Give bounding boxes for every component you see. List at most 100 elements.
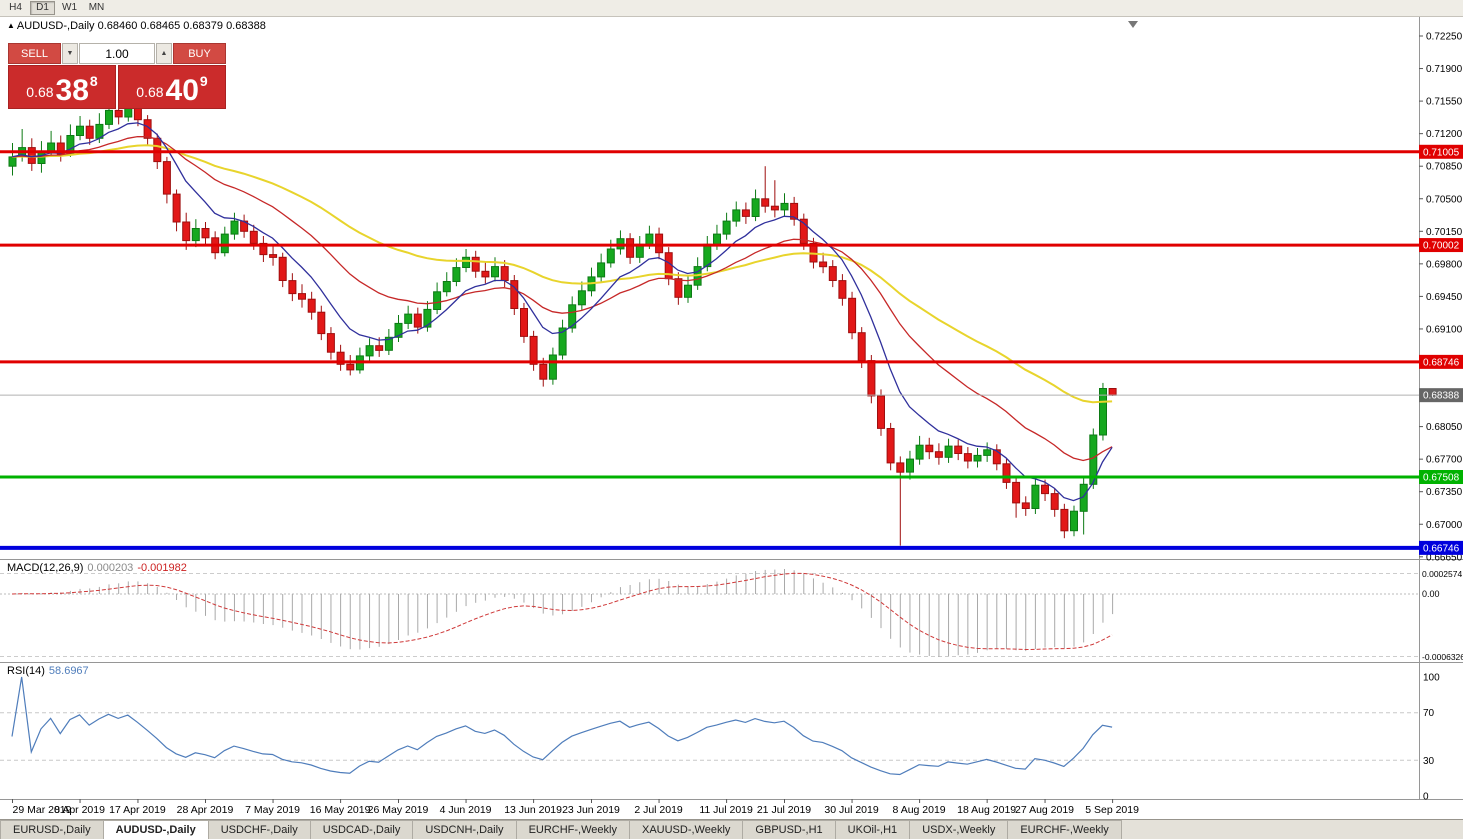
svg-text:29 Mar 2019: 29 Mar 2019 [13,804,72,816]
buy-price-display[interactable]: 0.68 40 9 [118,65,226,109]
timeframe-toolbar: H4 D1 W1 MN [0,0,1463,17]
svg-text:27 Aug 2019: 27 Aug 2019 [1015,804,1074,816]
svg-text:0.66746: 0.66746 [1423,543,1460,554]
svg-text:8 Apr 2019: 8 Apr 2019 [54,804,105,816]
svg-text:0.71900: 0.71900 [1426,64,1463,75]
svg-text:0.70500: 0.70500 [1426,194,1463,205]
svg-text:30: 30 [1423,756,1435,767]
macd-name: MACD(12,26,9) [7,562,84,574]
svg-text:0.68388: 0.68388 [1423,391,1460,402]
svg-text:0.70150: 0.70150 [1426,227,1463,238]
chart-symbol-label: AUDUSD-,Daily [16,20,95,32]
volume-decrease-button[interactable]: ▼ [62,43,78,64]
svg-text:0.00: 0.00 [1422,589,1440,599]
svg-text:70: 70 [1423,708,1435,719]
svg-text:0.66650: 0.66650 [1426,552,1463,563]
svg-text:7 May 2019: 7 May 2019 [245,804,300,816]
svg-text:2 Jul 2019: 2 Jul 2019 [634,804,683,816]
volume-input[interactable] [79,43,155,64]
sell-price-point: 8 [89,73,98,89]
timeframe-button-mn[interactable]: MN [84,1,109,15]
svg-text:30 Jul 2019: 30 Jul 2019 [824,804,878,816]
svg-text:4 Jun 2019: 4 Jun 2019 [440,804,492,816]
svg-text:0.70850: 0.70850 [1426,162,1463,173]
macd-signal-value: -0.001982 [137,562,187,574]
svg-text:0.71550: 0.71550 [1426,97,1463,108]
svg-text:100: 100 [1423,673,1440,684]
rsi-name: RSI(14) [7,665,45,677]
svg-text:0.69100: 0.69100 [1426,324,1463,335]
svg-text:26 May 2019: 26 May 2019 [368,804,429,816]
svg-text:0: 0 [1423,792,1429,803]
macd-indicator-label: MACD(12,26,9) 0.000203 -0.001982 [7,562,187,574]
chart-tab-ukoil-h1[interactable]: UKOil-,H1 [835,820,911,839]
candlestick-chart[interactable]: 0.72250 0.71900 0.71550 0.71200 0.70850 0.705… [0,17,1463,819]
sell-price-figure: 0.68 [26,84,54,100]
timeframe-button-w1[interactable]: W1 [57,1,82,15]
chart-tab-usdchf-daily[interactable]: USDCHF-,Daily [208,820,311,839]
svg-text:0.67350: 0.67350 [1426,487,1463,498]
volume-increase-button[interactable]: ▲ [156,43,172,64]
chart-tab-xauusd-weekly[interactable]: XAUUSD-,Weekly [629,820,744,839]
svg-text:-0.0006326: -0.0006326 [1422,652,1463,662]
chart-tab-bar: EURUSD-,Daily AUDUSD-,Daily USDCHF-,Daily U… [0,819,1463,839]
svg-text:23 Jun 2019: 23 Jun 2019 [562,804,620,816]
sell-price-display[interactable]: 0.68 38 8 [8,65,116,109]
candlesticks [8,96,1117,546]
svg-text:28 Apr 2019: 28 Apr 2019 [177,804,234,816]
svg-text:0.67700: 0.67700 [1426,455,1463,466]
svg-text:0.70002: 0.70002 [1423,241,1460,252]
chart-tab-usdcad-daily[interactable]: USDCAD-,Daily [310,820,414,839]
chart-tab-eurchf-weekly[interactable]: EURCHF-,Weekly [1008,820,1122,839]
svg-text:0.69800: 0.69800 [1426,259,1463,270]
buy-price-figure: 0.68 [136,84,164,100]
moving-averages [11,122,1113,502]
macd-panel: 0.0002574 0.00 -0.0006326 [0,569,1463,662]
chart-window: 0.72250 0.71900 0.71550 0.71200 0.70850 0.705… [0,17,1463,819]
svg-text:0.67508: 0.67508 [1423,473,1460,484]
svg-text:0.68746: 0.68746 [1423,357,1460,368]
chart-tab-eurchf-weekly[interactable]: EURCHF-,Weekly [516,820,630,839]
svg-text:16 May 2019: 16 May 2019 [310,804,371,816]
svg-text:0.71005: 0.71005 [1423,147,1460,158]
svg-text:0.72250: 0.72250 [1426,32,1463,43]
symbol-marker-icon: ▲ [7,21,15,30]
svg-text:0.0002574: 0.0002574 [1422,569,1462,579]
price-axis[interactable]: 0.72250 0.71900 0.71550 0.71200 0.70850 0.705… [1419,32,1463,564]
buy-price-point: 9 [199,73,208,89]
buy-price-pips: 40 [165,73,199,107]
sell-price-pips: 38 [55,73,89,107]
chart-ohlc-label: 0.68460 0.68465 0.68379 0.68388 [97,20,266,32]
svg-text:0.68050: 0.68050 [1426,422,1463,433]
timeframe-button-d1[interactable]: D1 [30,1,55,15]
svg-text:17 Apr 2019: 17 Apr 2019 [109,804,166,816]
chart-tab-eurusd-daily[interactable]: EURUSD-,Daily [0,820,104,839]
svg-text:18 Aug 2019: 18 Aug 2019 [957,804,1016,816]
svg-text:11 Jul 2019: 11 Jul 2019 [699,804,753,816]
chart-tab-audusd-daily[interactable]: AUDUSD-,Daily [103,820,209,839]
chart-tab-gbpusd-h1[interactable]: GBPUSD-,H1 [743,820,836,839]
buy-button[interactable]: BUY [173,43,226,64]
timeframe-button-h4[interactable]: H4 [3,1,28,15]
rsi-panel: 100 70 30 0 [0,673,1440,803]
macd-main-value: 0.000203 [87,562,134,574]
svg-text:8 Aug 2019: 8 Aug 2019 [893,804,946,816]
svg-text:13 Jun 2019: 13 Jun 2019 [504,804,562,816]
svg-text:5 Sep 2019: 5 Sep 2019 [1085,804,1139,816]
trade-prices-row: 0.68 38 8 0.68 40 9 [8,65,226,109]
chart-shift-marker-icon [1128,21,1138,28]
svg-text:0.69450: 0.69450 [1426,292,1463,303]
rsi-value: 58.6967 [48,665,89,677]
svg-text:0.71200: 0.71200 [1426,129,1463,140]
trade-controls-row: SELL ▼ ▲ BUY [8,43,226,64]
chart-tab-usdcnh-daily[interactable]: USDCNH-,Daily [413,820,517,839]
sell-button[interactable]: SELL [8,43,61,64]
chart-tab-usdx-weekly[interactable]: USDX-,Weekly [910,820,1009,839]
svg-text:21 Jul 2019: 21 Jul 2019 [757,804,811,816]
rsi-indicator-label: RSI(14) 58.6967 [7,665,89,677]
chart-title: ▲ AUDUSD-,Daily 0.68460 0.68465 0.68379 0… [7,20,266,32]
horizontal-level-lines[interactable] [0,150,1419,550]
